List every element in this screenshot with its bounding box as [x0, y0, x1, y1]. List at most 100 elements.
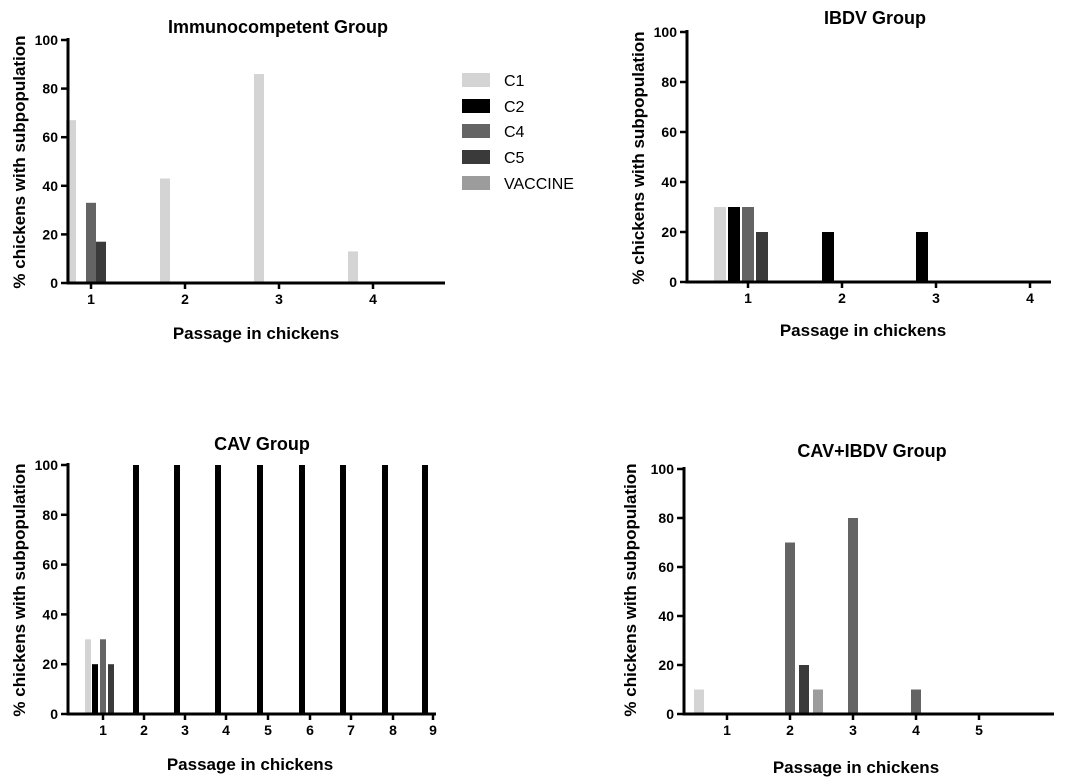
bar-c5-passage-1: [96, 241, 106, 283]
bars: [85, 465, 428, 714]
y-tick-label: 80: [658, 510, 674, 526]
y-tick-label: 60: [661, 124, 677, 140]
x-tick-label: 4: [222, 722, 230, 738]
y-tick-label: 100: [35, 457, 59, 473]
x-tick-label: 4: [369, 291, 377, 307]
legend-label-c4: C4: [504, 124, 525, 141]
x-tick-label: 1: [99, 722, 107, 738]
y-tick-label: 40: [661, 174, 677, 190]
x-tick-label: 4: [912, 722, 920, 738]
bar-c2-passage-5: [257, 465, 263, 714]
y-tick-label: 100: [654, 24, 678, 40]
axis-lines: [685, 30, 1051, 284]
chart-title: CAV Group: [214, 434, 310, 454]
chart-panel-3: 0 20 40 60 80 100 1 2 3 4 5 6 7 8 9 CAV Group Passage in…: [10, 434, 437, 774]
bar-c4-passage-1: [86, 202, 96, 283]
x-tick-label: 2: [786, 722, 794, 738]
x-tick-label: 9: [429, 722, 437, 738]
bar-c1-passage-4: [348, 251, 358, 283]
x-tick-label: 3: [849, 722, 857, 738]
y-tick-label: 20: [42, 656, 58, 672]
chart-title: Immunocompetent Group: [168, 17, 388, 37]
y-tick-label: 0: [669, 274, 677, 290]
bar-c5-passage-1: [756, 232, 768, 282]
bar-c2-passage-3: [916, 232, 928, 282]
x-tick-label: 6: [306, 722, 314, 738]
bars: [714, 207, 928, 282]
y-tick-label: 0: [50, 706, 58, 722]
legend-label-c5: C5: [504, 150, 525, 167]
x-tick-label: 3: [181, 722, 189, 738]
bar-c4-passage-4: [911, 689, 921, 714]
y-tick-label: 80: [661, 74, 677, 90]
y-tick-label: 20: [658, 657, 674, 673]
bar-c2-passage-6: [299, 465, 305, 714]
x-axis-label: Passage in chickens: [167, 755, 333, 774]
axis-lines: [682, 467, 1054, 716]
y-tick-label: 0: [50, 275, 58, 291]
x-tick-label: 1: [744, 290, 752, 306]
legend-label-c1: C1: [504, 73, 525, 90]
x-tick-label: 2: [140, 722, 148, 738]
legend-swatch-c2: [462, 99, 490, 113]
x-tick-label: 5: [264, 722, 272, 738]
x-axis-label: Passage in chickens: [773, 758, 939, 777]
bar-c1-passage-1: [714, 207, 726, 282]
bar-c2-passage-2: [822, 232, 834, 282]
chart-title: CAV+IBDV Group: [797, 441, 946, 461]
x-tick-label: 5: [975, 722, 983, 738]
chart-panel-2: 0 20 40 60 80 100 1 2 3 4 IBDV Group Passage in chi…: [629, 8, 1051, 340]
x-axis-label: Passage in chickens: [780, 321, 946, 340]
legend-swatch-vaccine: [462, 176, 490, 190]
bar-c1-passage-1: [694, 689, 704, 714]
y-tick-label: 40: [42, 606, 58, 622]
legend-label-vaccine: VACCINE: [504, 176, 574, 193]
y-axis-label: % chickens with subpopulation: [10, 463, 29, 716]
x-tick-label: 3: [275, 291, 283, 307]
y-tick-label: 20: [42, 226, 58, 242]
bar-c2-passage-4: [215, 465, 221, 714]
bars: [66, 74, 358, 283]
bar-c2-passage-8: [382, 465, 388, 714]
y-tick-label: 80: [42, 81, 58, 97]
x-tick-label: 1: [87, 291, 95, 307]
y-tick-label: 40: [658, 608, 674, 624]
chart-panel-1: 0 20 40 60 80 100 1 2 3 4 Immunocompetent Group Pas…: [10, 17, 445, 343]
y-tick-label: 0: [666, 706, 674, 722]
y-tick-label: 20: [661, 224, 677, 240]
y-axis-label: % chickens with subpopulation: [621, 463, 640, 716]
x-axis-label: Passage in chickens: [173, 324, 339, 343]
bar-c1-passage-1: [85, 639, 91, 714]
y-tick-label: 60: [658, 559, 674, 575]
chart-panel-4: 0 20 40 60 80 100 1 2 3 4 5 CAV+IBDV Group Passage i…: [621, 441, 1054, 777]
bar-c4-passage-3: [848, 518, 858, 714]
bar-c5-passage-1: [108, 664, 114, 714]
bar-c1-passage-1: [66, 120, 76, 283]
x-tick-label: 2: [838, 290, 846, 306]
legend-swatch-c1: [462, 73, 490, 87]
y-tick-label: 60: [42, 129, 58, 145]
x-tick-label: 1: [723, 722, 731, 738]
bar-c2-passage-9: [422, 465, 428, 714]
bar-c2-passage-3: [174, 465, 180, 714]
bar-c5-passage-2: [799, 665, 809, 714]
y-axis-label: % chickens with subpopulation: [629, 31, 648, 284]
y-tick-label: 100: [35, 32, 59, 48]
bar-c2-passage-7: [340, 465, 346, 714]
x-tick-label: 7: [347, 722, 355, 738]
y-tick-label: 40: [42, 178, 58, 194]
bar-c2-passage-2: [133, 465, 139, 714]
x-tick-label: 8: [389, 722, 397, 738]
bar-c4-passage-2: [785, 542, 795, 714]
x-tick-label: 2: [181, 291, 189, 307]
y-tick-label: 80: [42, 507, 58, 523]
bar-c2-passage-1: [728, 207, 740, 282]
bar-c2-passage-1: [92, 664, 98, 714]
legend-label-c2: C2: [504, 99, 525, 116]
y-tick-label: 60: [42, 557, 58, 573]
x-tick-label: 3: [932, 290, 940, 306]
bar-c1-passage-3: [254, 74, 264, 283]
y-tick-label: 100: [651, 461, 675, 477]
axis-lines: [66, 463, 436, 716]
